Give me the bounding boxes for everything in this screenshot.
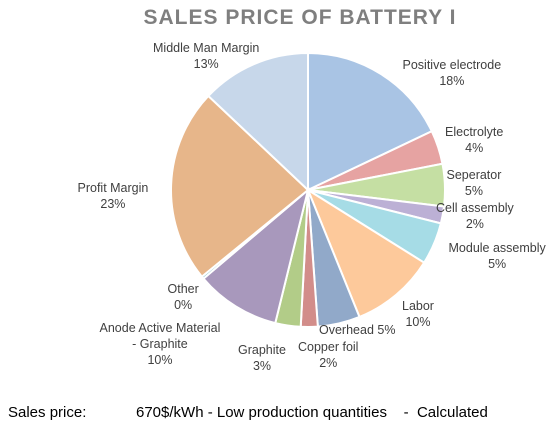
slice-label-value: 23% <box>100 197 126 211</box>
chart-title: SALES PRICE OF BATTERY I <box>143 6 457 29</box>
slice-label-name: Seperator <box>446 168 502 182</box>
pie-slice-anode-active-material-graphite <box>202 187 310 325</box>
slice-label-name: Other <box>167 282 199 296</box>
slice-label-copper-foil: Copper foil 2% <box>298 339 358 371</box>
slice-label-name: Copper foil <box>298 340 359 354</box>
slice-label-name: Profit Margin <box>77 181 149 195</box>
pie-slice-labor <box>305 187 426 319</box>
slice-label-profit-margin: Profit Margin 23% <box>78 180 149 212</box>
slice-label-name: Module assembly <box>448 241 546 255</box>
footer-note: Sales price: 670$/kWh - Low production qu… <box>8 404 488 421</box>
slice-label-electrolyte: Electrolyte 4% <box>445 124 503 156</box>
slice-label-positive-electrode: Positive electrode 18% <box>403 57 502 89</box>
slice-label-value: 18% <box>439 74 465 88</box>
slice-label-value: 5% <box>488 257 507 271</box>
slice-label-other: Other 0% <box>168 281 199 313</box>
slice-label-overhead: Overhead 5% <box>319 322 395 338</box>
pie-slice-positive-electrode <box>307 51 434 192</box>
slice-label-value: 10% <box>147 353 173 367</box>
slice-label-value: 13% <box>193 57 219 71</box>
slice-label-value: 5% <box>377 323 396 337</box>
slice-label-anode-active-material-graphite: Anode Active Material - Graphite 10% <box>100 320 221 368</box>
pie-slice-profit-margin <box>170 94 310 279</box>
slice-label-name: Positive electrode <box>402 58 502 72</box>
slice-label-value: 2% <box>465 217 484 231</box>
pie-slice-middle-man-margin <box>206 51 309 193</box>
footer-label: Sales price: <box>8 404 87 421</box>
slice-label-name: Labor <box>402 299 434 313</box>
slice-label-module-assembly: Module assembly 5% <box>449 240 546 272</box>
slice-label-value: 2% <box>319 356 338 370</box>
slice-label-name: Middle Man Margin <box>153 41 260 55</box>
slice-label-value: 0% <box>174 298 193 312</box>
slice-label-labor: Labor 10% <box>402 298 434 330</box>
slice-label-cell-assembly: Cell assembly 2% <box>436 200 514 232</box>
pie-chart <box>170 51 446 328</box>
slice-label-graphite: Graphite 3% <box>238 342 286 374</box>
slice-label-name: Graphite <box>238 343 286 357</box>
slice-label-seperator: Seperator 5% <box>447 167 502 199</box>
slice-label-value: 5% <box>464 184 483 198</box>
slice-label-name: Electrolyte <box>445 125 504 139</box>
slice-label-name: Overhead <box>319 323 378 337</box>
slice-label-name: Cell assembly <box>436 201 514 215</box>
slice-label-value: 4% <box>465 141 484 155</box>
slice-label-value: 3% <box>252 359 272 373</box>
footer-text: 670$/kWh - Low production quantities - C… <box>136 404 488 421</box>
slice-label-name: Anode Active Material - Graphite <box>99 321 221 351</box>
slice-label-value: 10% <box>405 315 431 329</box>
slice-label-middle-man-margin: Middle Man Margin 13% <box>153 40 259 72</box>
